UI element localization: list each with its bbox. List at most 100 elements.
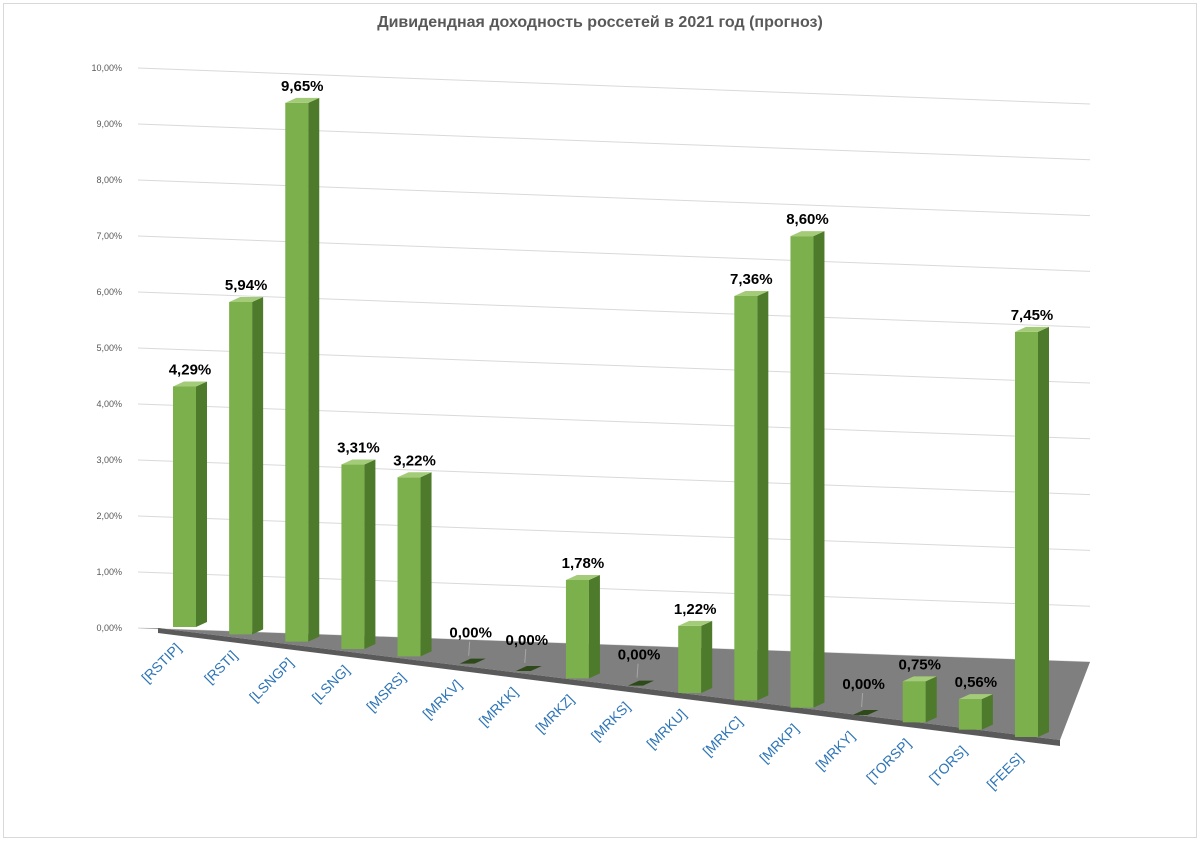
data-label: 0,56%: [955, 674, 998, 691]
bar: [790, 231, 825, 708]
y-axis: 0,00% 1,00% 2,00% 3,00% 4,00% 5,00% 6,00% 7,00%…: [91, 63, 122, 633]
data-label: 3,31%: [337, 440, 380, 457]
y-tick-label: 7,00%: [96, 231, 122, 241]
bar-top: [678, 620, 713, 626]
x-tick-label: [TORS]: [926, 742, 970, 786]
bar: [341, 459, 376, 649]
bar-front: [285, 102, 309, 642]
bar-side: [981, 694, 993, 730]
y-tick-label: 2,00%: [96, 511, 122, 521]
bar-front: [902, 681, 926, 723]
bar: [1015, 326, 1049, 737]
data-label: 0,00%: [449, 625, 492, 642]
x-tick-label: [MSRS]: [363, 669, 408, 714]
bar-side: [252, 296, 264, 635]
x-tick-label: [RSTI]: [201, 647, 240, 686]
bar-front: [790, 236, 814, 708]
bar-side: [308, 97, 320, 642]
gridline: [137, 403, 1091, 440]
y-tick-label: 9,00%: [96, 119, 122, 129]
data-label: 0,00%: [842, 676, 885, 693]
bar-front: [678, 625, 702, 693]
gridline: [137, 67, 1091, 105]
gridline: [137, 123, 1091, 161]
bar-side: [757, 290, 769, 701]
leader-line: [524, 648, 527, 664]
chart-floor: [138, 628, 1090, 746]
gridline: [137, 347, 1091, 384]
x-tick-label: [MRKP]: [756, 720, 801, 765]
gridline: [137, 235, 1091, 272]
chart-title: Дивидендная доходность россетей в 2021 г…: [377, 14, 823, 31]
leader-line: [468, 641, 471, 656]
bar-side: [701, 620, 713, 693]
bar: [678, 620, 713, 693]
data-label: 0,75%: [898, 656, 941, 673]
bar-top: [958, 694, 993, 700]
bar: [565, 574, 600, 679]
leader-line: [636, 663, 639, 678]
x-tick-label: [FEES]: [983, 750, 1026, 793]
data-label: 1,22%: [674, 601, 717, 618]
bar: [515, 648, 542, 671]
data-label: 3,22%: [393, 452, 436, 469]
bar-side: [813, 231, 825, 708]
leader-line: [861, 692, 864, 708]
data-label: 5,94%: [225, 277, 268, 294]
gridline: [137, 571, 1091, 607]
bar-zero: [852, 710, 879, 715]
bar-top: [1015, 326, 1049, 332]
bar-front: [397, 477, 421, 657]
bar-top: [341, 459, 376, 465]
gridline: [137, 179, 1091, 217]
gridline: [137, 459, 1091, 496]
bar: [459, 641, 486, 664]
x-tick-label: [TORSP]: [863, 735, 914, 786]
bar-side: [588, 574, 600, 679]
data-label: 0,00%: [506, 632, 549, 649]
bars: [173, 97, 1049, 737]
bar-front: [565, 579, 589, 679]
bar-zero: [628, 680, 655, 686]
x-tick-label: [MRKC]: [699, 713, 745, 759]
bar-front: [734, 295, 758, 701]
data-label: 7,45%: [1011, 307, 1054, 324]
data-label: 1,78%: [562, 555, 605, 572]
bar-side: [925, 676, 937, 723]
data-label: 0,00%: [618, 647, 661, 664]
floor-edge: [158, 628, 1060, 746]
x-tick-label: [RSTIP]: [138, 640, 184, 686]
bar-front: [1015, 331, 1038, 737]
bar: [397, 472, 432, 657]
x-tick-label: [MRKZ]: [532, 691, 577, 736]
bar-top: [397, 472, 432, 478]
bar-zero: [515, 666, 542, 671]
bar: [285, 97, 320, 642]
x-tick-label: [LSNGP]: [246, 654, 296, 704]
y-tick-label: 4,00%: [96, 399, 122, 409]
gridlines: [137, 67, 1091, 663]
bar-top: [229, 296, 264, 302]
data-labels: 4,29% 5,94% 9,65% 3,31% 3,22% 0,00% 0,00% 1,78%…: [169, 78, 1054, 693]
bar-top: [790, 231, 825, 237]
bar: [173, 381, 207, 627]
bar-front: [341, 464, 365, 649]
bar-side: [1038, 326, 1049, 737]
y-tick-label: 1,00%: [96, 567, 122, 577]
bar: [902, 676, 937, 723]
bar: [229, 296, 264, 635]
x-tick-label: [MRKV]: [419, 676, 464, 721]
gridline: [137, 291, 1091, 328]
y-tick-label: 0,00%: [96, 623, 122, 633]
x-tick-label: [MRKS]: [588, 698, 633, 743]
bar-side: [196, 381, 207, 627]
bar-top: [285, 97, 320, 103]
bar-front: [958, 699, 982, 730]
bar-top: [565, 574, 600, 580]
floor-top: [138, 628, 1090, 740]
data-label: 9,65%: [281, 78, 324, 95]
bar-zero: [459, 658, 486, 664]
data-label: 4,29%: [169, 361, 212, 378]
bar: [958, 694, 993, 730]
